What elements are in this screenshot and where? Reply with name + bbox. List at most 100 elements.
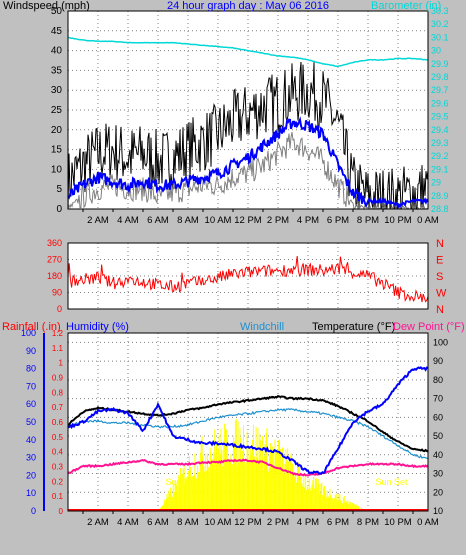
temp-x-tick: 2 PM bbox=[267, 517, 289, 528]
wind-x-tick: 4 PM bbox=[297, 215, 319, 226]
humidity-y-tick: 20 bbox=[26, 470, 36, 480]
temp-x-tick: 4 AM bbox=[117, 517, 139, 528]
dir-y-tick: 270 bbox=[47, 255, 62, 265]
windspeed-series bbox=[67, 61, 429, 211]
wind-y-tick: 0 bbox=[56, 204, 62, 215]
wind-plot-border bbox=[67, 10, 429, 210]
windgust-series bbox=[67, 132, 429, 211]
windchill-label: Windchill bbox=[240, 321, 284, 333]
rain-y-tick: 0.6 bbox=[52, 418, 64, 427]
rain-y-tick: 0.7 bbox=[52, 403, 64, 412]
humidity-y-tick: 90 bbox=[26, 346, 36, 356]
baro-y-tick: 29.2 bbox=[431, 151, 449, 161]
temperature-series bbox=[67, 395, 429, 453]
wind-y-tick: 45 bbox=[51, 26, 63, 37]
sunrise-label: Sun Ri bbox=[166, 477, 193, 487]
wind-y-tick: 40 bbox=[51, 46, 63, 57]
baro-y-tick: 29.1 bbox=[431, 164, 449, 174]
wind-x-tick: 10 AM bbox=[205, 215, 232, 226]
temp-x-tick: 8 PM bbox=[357, 517, 379, 528]
temp-x-tick: 10 AM bbox=[205, 517, 232, 528]
dir-compass-label: N bbox=[436, 238, 444, 250]
dir-y-tick: 360 bbox=[47, 238, 62, 248]
wind-y-tick: 50 bbox=[51, 6, 63, 17]
wind-x-tick: 4 AM bbox=[117, 215, 139, 226]
baro-y-tick: 29.8 bbox=[431, 72, 449, 82]
humidity-y-tick: 70 bbox=[26, 381, 36, 391]
humidity-y-tick: 50 bbox=[26, 417, 36, 427]
temp-x-tick: 2 AM bbox=[87, 517, 109, 528]
rainfall-label: Rainfall (.in) bbox=[2, 321, 61, 333]
wind-direction-series bbox=[67, 256, 429, 303]
humidity-y-tick: 10 bbox=[26, 488, 36, 498]
windavg-series bbox=[67, 116, 429, 210]
temp-x-tick: 4 PM bbox=[297, 517, 319, 528]
rain-y-tick: 0.3 bbox=[52, 463, 64, 472]
humidity-y-tick: 0 bbox=[31, 506, 36, 516]
dewpoint-series bbox=[67, 458, 429, 477]
temp-x-tick: 6 PM bbox=[327, 517, 349, 528]
temp-x-tick: 12 PM bbox=[234, 517, 262, 528]
temp-y-tick: 80 bbox=[433, 375, 443, 385]
rain-y-tick: 1.2 bbox=[52, 329, 64, 338]
temp-x-tick: 8 AM bbox=[177, 517, 199, 528]
rain-y-tick: 0.5 bbox=[52, 433, 64, 442]
baro-y-tick: 28.9 bbox=[431, 191, 449, 201]
rain-y-tick: 1 bbox=[59, 359, 64, 368]
baro-y-tick: 29 bbox=[431, 178, 441, 188]
baro-y-tick: 29.4 bbox=[431, 125, 449, 135]
wind-x-tick: 2 AM bbox=[87, 215, 109, 226]
dir-compass-label: W bbox=[436, 288, 447, 300]
wind-y-tick: 35 bbox=[51, 65, 63, 76]
baro-y-tick: 30.2 bbox=[431, 19, 449, 29]
baro-y-tick: 29.3 bbox=[431, 138, 449, 148]
sunset-label: Sun Set bbox=[376, 477, 409, 487]
dir-y-tick: 90 bbox=[52, 288, 62, 298]
windchill-series bbox=[67, 407, 429, 460]
baro-ylabel: Barometer (in) bbox=[371, 0, 441, 12]
temp-y-tick: 40 bbox=[433, 450, 443, 460]
rain-y-tick: 0.4 bbox=[52, 448, 64, 457]
wind-y-tick: 15 bbox=[51, 145, 63, 156]
temp-x-tick: 6 AM bbox=[147, 517, 169, 528]
rain-y-tick: 0 bbox=[59, 507, 64, 516]
wind-ylabel: Windspeed (mph) bbox=[3, 0, 90, 12]
humidity-y-tick: 30 bbox=[26, 453, 36, 463]
dir-compass-label: S bbox=[436, 271, 443, 283]
humidity-label: Humidity (%) bbox=[66, 321, 129, 333]
temp-y-tick: 30 bbox=[433, 469, 443, 479]
baro-y-tick: 30.3 bbox=[431, 6, 449, 16]
baro-y-tick: 30 bbox=[431, 46, 441, 56]
humidity-series bbox=[67, 366, 429, 476]
wind-x-tick: 6 AM bbox=[147, 215, 169, 226]
temp-y-tick: 10 bbox=[433, 506, 443, 516]
temp-y-tick: 60 bbox=[433, 412, 443, 422]
dir-y-tick: 0 bbox=[57, 304, 62, 314]
dewpoint-label: Dew Point (°F) bbox=[393, 321, 465, 333]
humidity-y-tick: 60 bbox=[26, 399, 36, 409]
rain-y-tick: 1.1 bbox=[52, 344, 64, 353]
chart-title: 24 hour graph day : May 06 2016 bbox=[167, 0, 329, 12]
humidity-y-tick: 40 bbox=[26, 435, 36, 445]
dir-compass-label: N bbox=[436, 304, 444, 316]
wind-y-tick: 25 bbox=[51, 105, 63, 116]
temperature-label: Temperature (°F) bbox=[312, 321, 395, 333]
wind-x-tick: 8 PM bbox=[357, 215, 379, 226]
temp-y-tick: 20 bbox=[433, 487, 443, 497]
baro-y-tick: 29.7 bbox=[431, 85, 449, 95]
rain-y-tick: 0.9 bbox=[52, 374, 64, 383]
rain-y-tick: 0.2 bbox=[52, 477, 64, 486]
wind-y-tick: 5 bbox=[56, 184, 62, 195]
wind-x-tick: 6 PM bbox=[327, 215, 349, 226]
baro-y-tick: 28.8 bbox=[431, 204, 449, 214]
wind-x-tick: 8 AM bbox=[177, 215, 199, 226]
temp-y-tick: 50 bbox=[433, 431, 443, 441]
humidity-y-tick: 80 bbox=[26, 364, 36, 374]
temp-plot-border bbox=[67, 332, 429, 512]
humidity-y-tick: 100 bbox=[21, 328, 36, 338]
wind-x-tick: 12 PM bbox=[234, 215, 262, 226]
barometer-series bbox=[67, 36, 429, 68]
wind-x-tick: 2 PM bbox=[267, 215, 289, 226]
wind-x-tick: 0 AM bbox=[417, 215, 439, 226]
